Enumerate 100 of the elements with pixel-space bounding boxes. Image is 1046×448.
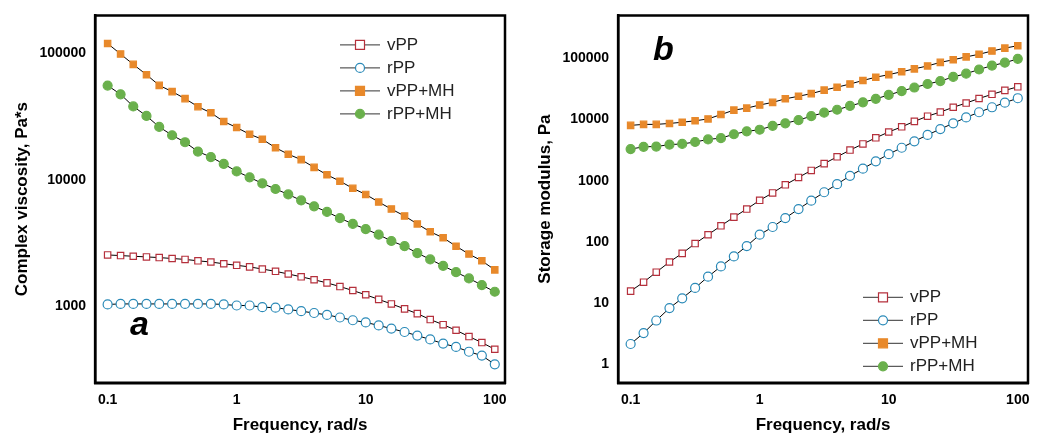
point: [232, 123, 241, 132]
point: [923, 112, 932, 120]
point: [478, 338, 486, 347]
point: [730, 213, 738, 221]
point: [374, 198, 383, 206]
point: [128, 101, 139, 112]
point: [664, 302, 675, 314]
point: [128, 298, 139, 310]
point: [936, 108, 945, 116]
point: [426, 315, 434, 324]
point: [872, 73, 880, 82]
point: [491, 266, 499, 274]
point: [361, 291, 370, 299]
legend-label: vPP: [910, 286, 942, 306]
point: [284, 150, 293, 158]
point: [400, 305, 409, 313]
point: [1001, 86, 1009, 95]
point: [296, 195, 307, 206]
point: [870, 93, 881, 104]
point: [820, 159, 828, 168]
point: [691, 117, 699, 125]
point: [638, 328, 649, 339]
point: [179, 137, 191, 148]
point: [639, 278, 648, 286]
point: [767, 221, 778, 233]
point: [413, 309, 422, 318]
point: [831, 179, 843, 190]
point: [975, 50, 983, 59]
point: [626, 287, 635, 295]
point: [677, 138, 688, 150]
point: [141, 298, 152, 310]
point: [677, 293, 688, 304]
point: [323, 171, 331, 179]
point: [155, 81, 163, 90]
point: [844, 100, 856, 112]
legend-label: rPP+MH: [910, 355, 975, 375]
x-tick-label: 100: [1006, 391, 1030, 408]
point: [218, 299, 229, 310]
point: [463, 273, 475, 284]
point: [399, 241, 410, 252]
point: [999, 57, 1010, 68]
point: [638, 141, 649, 152]
point: [270, 183, 281, 195]
point: [794, 92, 803, 101]
point: [438, 260, 449, 271]
point: [452, 242, 460, 251]
point: [1012, 53, 1023, 64]
point: [948, 71, 959, 82]
point: [793, 203, 804, 215]
point: [717, 110, 725, 119]
y-tick-label: 100000: [39, 44, 87, 61]
point: [360, 317, 371, 328]
point: [323, 279, 331, 287]
point: [780, 118, 791, 129]
point: [949, 56, 957, 64]
point: [231, 166, 242, 177]
point: [819, 107, 830, 118]
point: [897, 123, 906, 131]
point: [412, 247, 423, 259]
point: [986, 102, 998, 113]
point: [755, 196, 764, 205]
point: [664, 139, 675, 150]
point: [181, 255, 189, 264]
point: [742, 205, 751, 213]
x-tick-label: 10: [880, 391, 897, 408]
point: [742, 104, 751, 112]
point: [715, 133, 727, 144]
point: [283, 189, 294, 200]
legend-label: vPP+MH: [387, 80, 455, 100]
point: [833, 153, 841, 161]
point: [387, 300, 396, 308]
point: [922, 129, 933, 140]
point: [831, 104, 843, 115]
point: [702, 134, 714, 145]
point: [284, 270, 293, 278]
point: [935, 123, 946, 135]
point: [179, 298, 191, 310]
point: [489, 286, 500, 297]
point: [857, 163, 869, 174]
point: [897, 67, 906, 76]
point: [859, 76, 867, 85]
point: [271, 267, 280, 276]
point: [715, 261, 727, 272]
point: [625, 143, 636, 155]
point: [730, 106, 738, 114]
point: [781, 181, 790, 189]
point: [728, 129, 739, 140]
point: [205, 151, 216, 163]
point: [691, 239, 699, 248]
point: [909, 82, 920, 93]
point: [387, 205, 396, 213]
point: [207, 258, 215, 266]
point: [665, 258, 674, 266]
x-tick-label: 1: [755, 391, 764, 408]
x-tick-label: 100: [483, 391, 507, 408]
point: [321, 206, 333, 218]
point: [244, 172, 255, 183]
legend-label: vPP: [387, 34, 419, 54]
point: [678, 249, 686, 258]
point: [257, 178, 268, 189]
